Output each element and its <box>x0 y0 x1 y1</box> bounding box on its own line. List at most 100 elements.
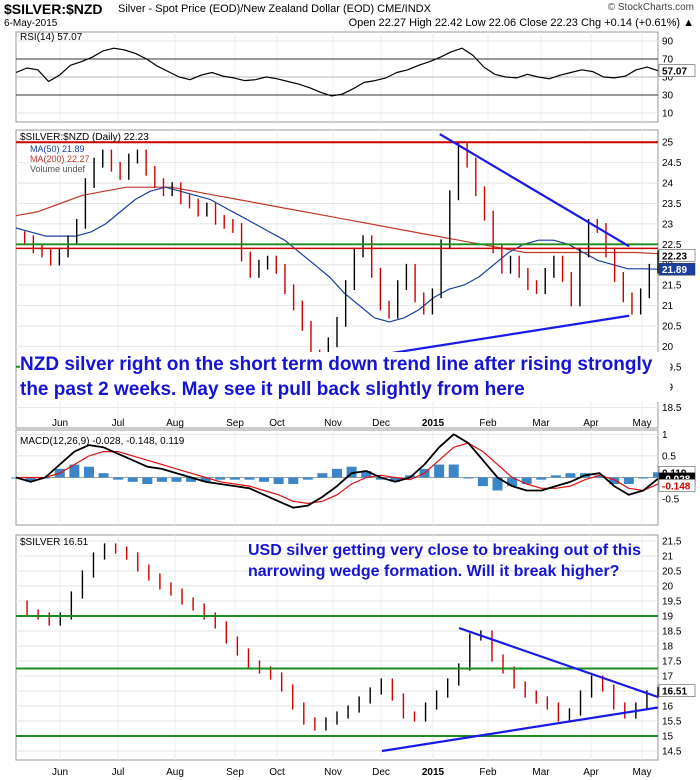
macd-legend: MACD(12,26,9) -0.028, -0.148, 0.119 <box>20 436 185 447</box>
macd-histogram-bar <box>142 477 153 484</box>
macd-histogram-bar <box>638 477 649 479</box>
nzd-last-close-box <box>658 249 696 262</box>
macd-histogram-bar <box>361 471 372 478</box>
nzd-legend-ma200: MA(200) 22.27 <box>30 154 90 164</box>
ma50-line <box>15 186 659 323</box>
usd-tick-label: 19 <box>662 612 674 623</box>
nzd-tick-label: 22.5 <box>662 240 682 251</box>
usd-tick-label: 20 <box>662 582 674 593</box>
usd-trend-line <box>381 706 659 753</box>
usd-tick-label: 19.5 <box>662 597 682 608</box>
rsi-tick-label: 50 <box>662 73 674 84</box>
x-tick-label-upper: Sep <box>226 418 244 429</box>
chart-description: Silver - Spot Price (EOD)/New Zealand Do… <box>118 3 431 15</box>
x-tick-label-upper: Mar <box>532 418 550 429</box>
macd-histogram-bar <box>332 468 342 478</box>
x-tick-label-upper: Aug <box>166 418 184 429</box>
nzd-last-close: 22.23 <box>662 251 687 262</box>
macd-histogram-bar <box>550 475 561 478</box>
macd-last-signal-box <box>658 479 696 492</box>
rsi-tick-label: 70 <box>662 55 674 66</box>
nzd-tick-label: 21.5 <box>662 281 682 292</box>
nzd-tick-label: 20.5 <box>662 321 682 332</box>
usd-tick-label: 21 <box>662 552 674 563</box>
x-tick-label-upper: 2015 <box>422 418 445 429</box>
x-tick-label-lower: Dec <box>372 767 390 778</box>
nzd-tick-label: 18.5 <box>662 403 682 414</box>
macd-histogram-bar <box>25 477 36 482</box>
chart-header: $SILVER:$NZD Silver - Spot Price (EOD)/N… <box>0 0 700 32</box>
ma200-line <box>15 186 659 255</box>
chart-date: 6-May-2015 <box>4 18 58 29</box>
rsi-tick-label: 10 <box>662 109 674 120</box>
macd-histogram-bar <box>186 477 197 482</box>
ohlc-summary: Open 22.27 High 22.42 Low 22.06 Close 22… <box>348 17 694 29</box>
macd-histogram-bar <box>375 477 386 480</box>
macd-line <box>15 433 659 509</box>
usd-tick-label: 18.5 <box>662 627 682 638</box>
nzd-trend-line <box>439 133 630 248</box>
macd-histogram-bar <box>127 477 138 482</box>
usd-tick-label: 18 <box>662 642 674 653</box>
usd-tick-label: 16 <box>662 702 674 713</box>
macd-histogram-bar <box>215 477 226 480</box>
macd-histogram-bar <box>623 477 634 484</box>
usd-tick-label: 20.5 <box>662 567 682 578</box>
usd-tick-label: 15.5 <box>662 717 682 728</box>
x-tick-label-lower: Oct <box>269 767 285 778</box>
rsi-legend: RSI(14) 57.07 <box>20 32 83 43</box>
x-tick-label-lower: Mar <box>532 767 550 778</box>
macd-histogram-bar <box>302 477 313 480</box>
x-tick-label-upper: Apr <box>583 418 599 429</box>
macd-histogram-bar <box>609 477 620 484</box>
x-tick-label-lower: Apr <box>583 767 599 778</box>
x-tick-label-lower: Nov <box>324 767 342 778</box>
x-tick-label-upper: Oct <box>269 418 285 429</box>
nzd-tick-label: 25 <box>662 138 674 149</box>
macd-histogram-bar <box>434 464 445 478</box>
nzd-last-ma50: 21.89 <box>662 265 687 276</box>
macd-last-signal: -0.148 <box>662 481 691 492</box>
x-tick-label-upper: May <box>633 418 652 429</box>
usd-tick-label: 15 <box>662 732 674 743</box>
nzd-tick-label: 23.5 <box>662 199 682 210</box>
x-tick-label-lower: Aug <box>166 767 184 778</box>
macd-histogram-bar <box>156 477 167 482</box>
macd-histogram-bar <box>653 472 663 478</box>
x-tick-label-upper: Jul <box>112 418 125 429</box>
nzd-panel-frame <box>15 129 659 429</box>
macd-histogram-bar <box>536 477 547 480</box>
usd-legend: $SILVER 16.51 <box>20 537 89 548</box>
macd-tick-label: -0.5 <box>662 495 680 506</box>
macd-histogram-bar <box>200 477 211 482</box>
macd-histogram-bar <box>98 473 109 478</box>
x-tick-label-lower: Sep <box>226 767 244 778</box>
macd-histogram-bar <box>507 477 518 487</box>
macd-histogram-bar <box>477 477 488 487</box>
rsi-last-value: 57.07 <box>662 67 687 78</box>
macd-histogram-bar <box>273 477 284 484</box>
usd-last-close-box <box>658 684 696 697</box>
macd-histogram-bar <box>448 464 459 478</box>
brand-credit: © StockCharts.com <box>607 2 694 13</box>
usd-tick-label: 17 <box>662 672 674 683</box>
nzd-tick-label: 19.5 <box>662 362 682 373</box>
rsi-tick-label: 30 <box>662 91 674 102</box>
x-tick-label-upper: Feb <box>479 418 497 429</box>
macd-histogram-bar <box>229 477 240 480</box>
macd-histogram-bar <box>463 477 474 479</box>
nzd-legend-volume: Volume undef <box>30 164 86 174</box>
usd-tick-label: 14.5 <box>662 747 682 758</box>
macd-histogram-bar <box>171 477 182 482</box>
macd-tick-label: 1 <box>662 430 668 441</box>
x-tick-label-lower: 2015 <box>422 767 445 778</box>
x-tick-label-lower: May <box>633 767 652 778</box>
usd-panel-frame <box>15 534 659 761</box>
x-tick-label-lower: Feb <box>479 767 497 778</box>
macd-histogram-bar <box>594 475 605 478</box>
macd-histogram-bar <box>83 466 94 478</box>
usd-last-close: 16.51 <box>662 687 687 698</box>
chart-symbol: $SILVER:$NZD <box>4 1 103 17</box>
usd-annotation: USD silver getting very close to breakin… <box>248 542 641 580</box>
nzd-legend-ma50: MA(50) 21.89 <box>30 144 85 154</box>
